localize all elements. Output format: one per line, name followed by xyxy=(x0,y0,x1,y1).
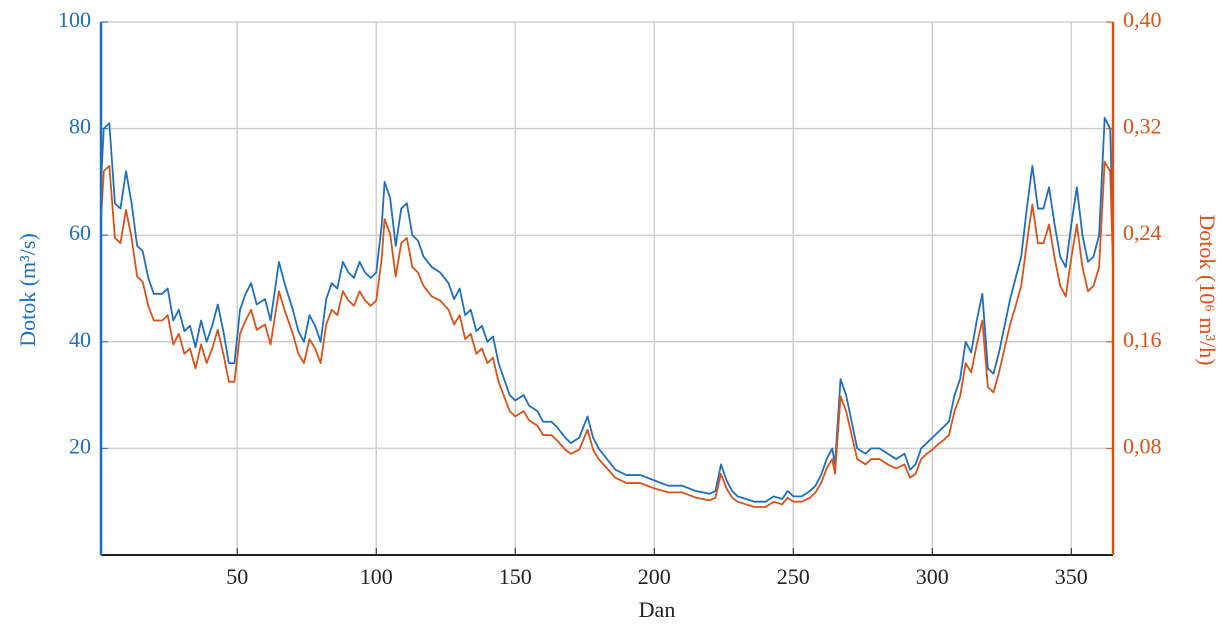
x-tick-label: 50 xyxy=(226,564,248,589)
series-line xyxy=(100,117,1114,503)
y2-tick-label: 0,08 xyxy=(1123,433,1162,458)
y-tick-label: 60 xyxy=(69,220,91,245)
x-tick-label: 250 xyxy=(777,564,810,589)
y2-tick-label: 0,32 xyxy=(1123,114,1162,139)
y2-axis-label: Dotok (10⁶ m³/h) xyxy=(1195,214,1220,365)
x-tick-label: 300 xyxy=(916,564,949,589)
y-axis-label: Dotok (m³/s) xyxy=(15,233,40,347)
y2-tick-label: 0,24 xyxy=(1123,220,1162,245)
series-line xyxy=(100,161,1114,508)
y-tick-label: 100 xyxy=(58,7,91,32)
y-tick-label: 40 xyxy=(69,327,91,352)
x-axis-label: Dan xyxy=(639,597,676,622)
x-tick-label: 100 xyxy=(360,564,393,589)
x-tick-label: 150 xyxy=(499,564,532,589)
x-tick-label: 200 xyxy=(638,564,671,589)
y2-tick-label: 0,16 xyxy=(1123,327,1162,352)
y-tick-label: 20 xyxy=(69,433,91,458)
y2-tick-label: 0,40 xyxy=(1123,7,1162,32)
y-tick-label: 80 xyxy=(69,114,91,139)
x-tick-label: 350 xyxy=(1055,564,1088,589)
